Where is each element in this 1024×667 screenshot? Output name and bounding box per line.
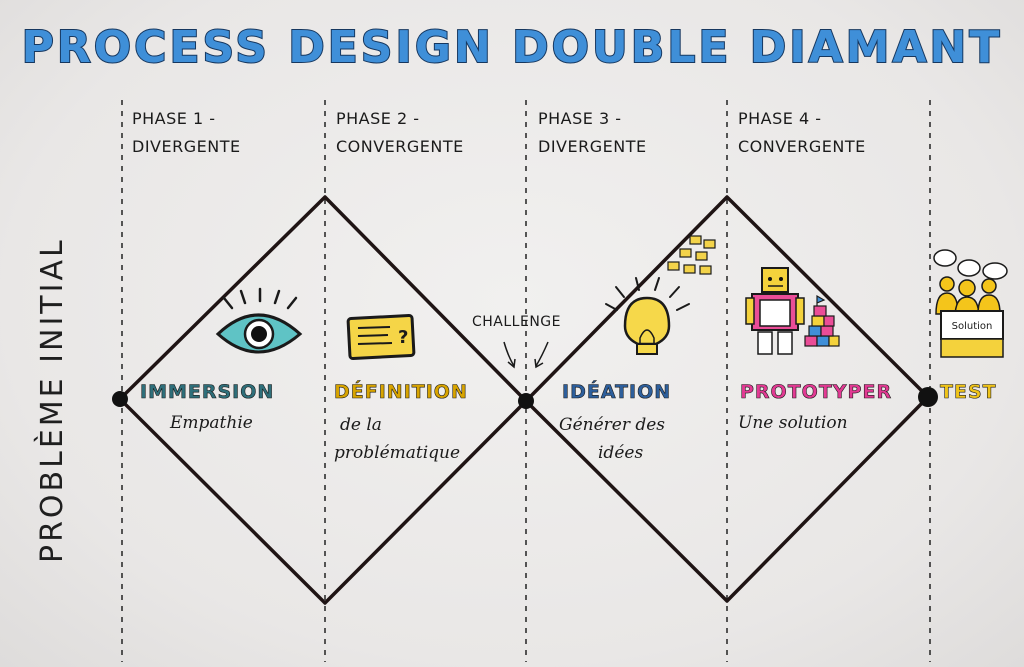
blocks-tower-icon (804, 294, 840, 347)
phase-3-type: DIVERGENTE (538, 137, 647, 156)
post-it-icons (667, 235, 716, 275)
phase-1-type: DIVERGENTE (132, 137, 241, 156)
phase-1-number: PHASE 1 - (132, 109, 216, 128)
phase-3-number: PHASE 3 - (538, 109, 622, 128)
step-ideation-desc-1: Générer des (559, 415, 665, 435)
phase-headers: PHASE 1 - DIVERGENTE PHASE 2 - CONVERGEN… (132, 109, 866, 156)
challenge-label: CHALLENGE (472, 314, 561, 330)
step-definition-desc-1: de la (340, 415, 382, 435)
node-middle (518, 393, 534, 409)
node-start (112, 391, 128, 407)
challenge-arrows (503, 341, 549, 369)
step-test-title: TEST (940, 381, 997, 403)
svg-text:?: ? (398, 327, 408, 348)
test-group-icon: Solution (933, 249, 1008, 358)
arrow-left-icon (503, 341, 515, 367)
node-end (918, 387, 938, 407)
phase-4-number: PHASE 4 - (738, 109, 822, 128)
diagram-title: PROCESS DESIGN DOUBLE DIAMANT (22, 22, 1003, 73)
problem-card-icon: ? (346, 314, 416, 360)
step-definition-desc-2: problématique (334, 443, 460, 463)
step-immersion-title: IMMERSION (140, 381, 274, 403)
lightbulb-icon (605, 277, 690, 355)
step-ideation-title: IDÉATION (562, 380, 671, 403)
step-prototyper-desc: Une solution (738, 413, 848, 433)
diamond-nodes (112, 387, 938, 409)
robot-prototype-icon (745, 267, 805, 355)
phase-4-type: CONVERGENTE (738, 137, 866, 156)
side-label: PROBLÈME INITIAL (34, 237, 70, 563)
step-ideation-desc-2: idées (598, 443, 643, 463)
solution-sign (940, 310, 1004, 340)
step-definition-title: DÉFINITION (334, 380, 468, 403)
arrow-right-icon (535, 341, 549, 367)
steps: IMMERSION Empathie DÉFINITION de la prob… (140, 380, 997, 463)
phase-2-number: PHASE 2 - (336, 109, 420, 128)
phase-2-type: CONVERGENTE (336, 137, 464, 156)
solution-sign-text: Solution (952, 321, 993, 332)
step-immersion-desc: Empathie (169, 413, 253, 433)
step-prototyper-title: PROTOTYPER (740, 381, 892, 403)
eye-icon (215, 287, 303, 354)
